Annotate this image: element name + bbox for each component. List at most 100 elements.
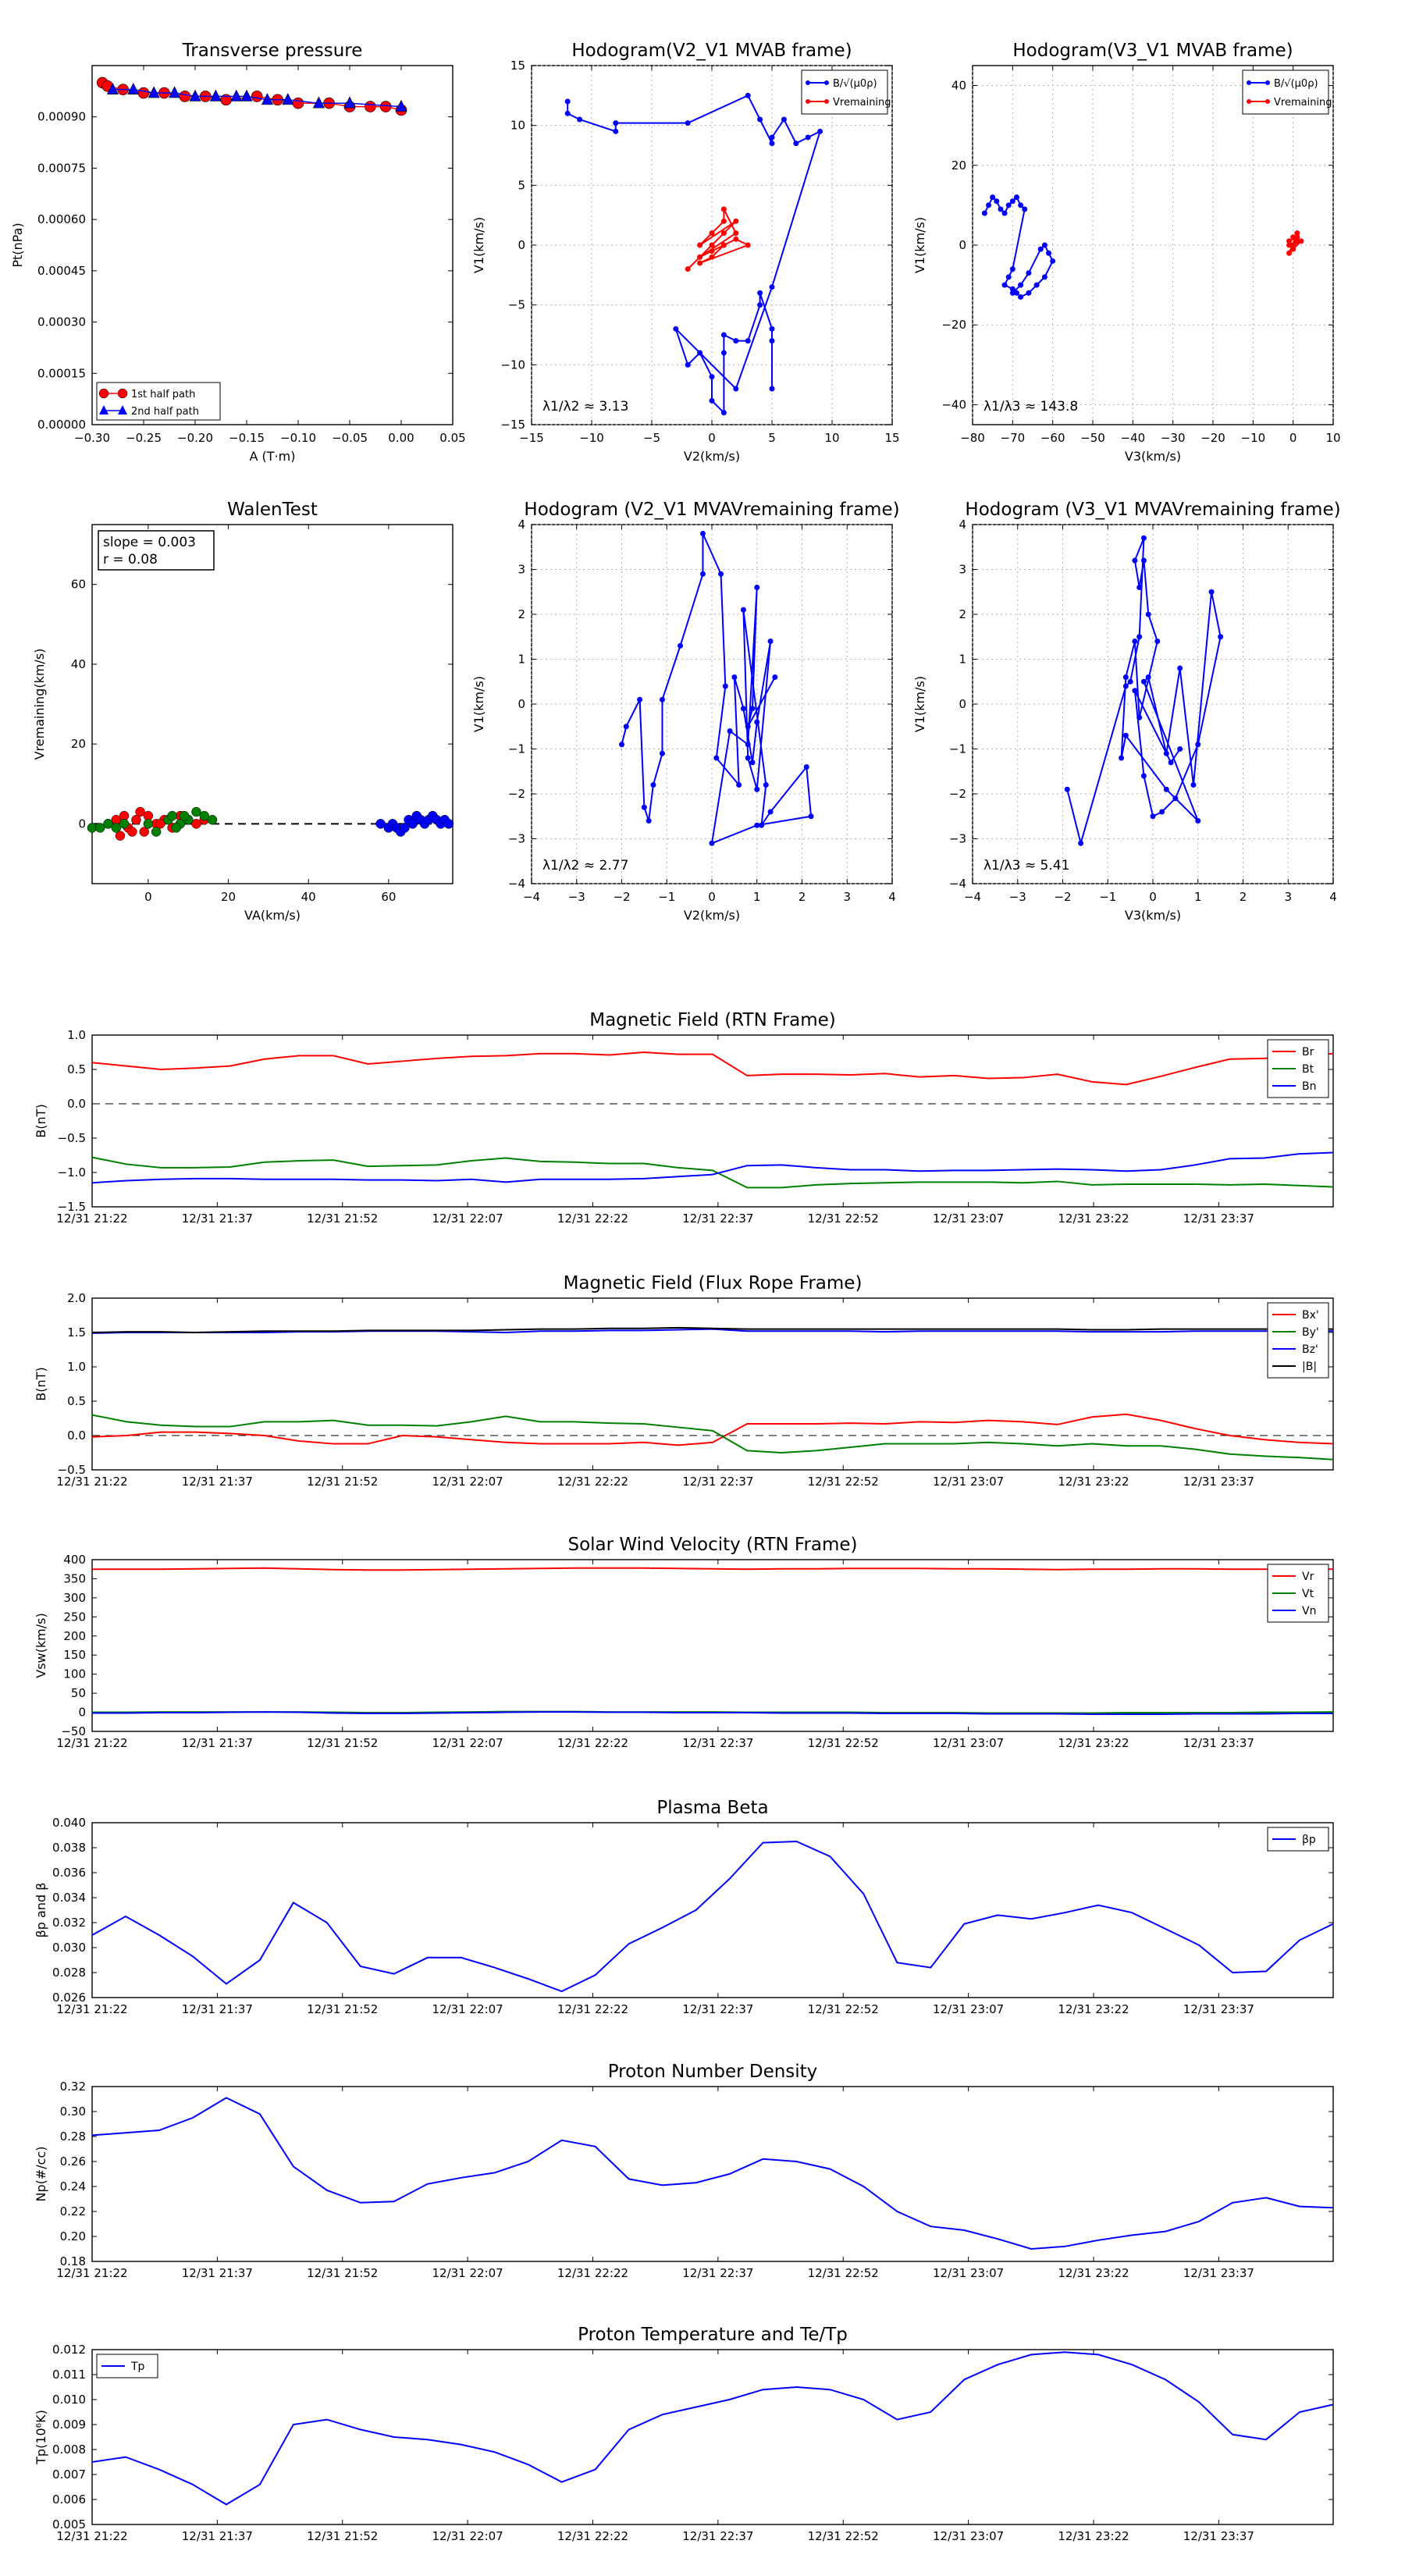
time-tick-label: 12/31 21:22 [56,1736,127,1750]
legend-marker [824,99,829,104]
data-point [769,284,775,290]
data-point [769,326,775,332]
data-point [1208,589,1215,595]
x-axis-label: V2(km/s) [684,908,740,923]
time-tick-label: 12/31 21:37 [182,2529,253,2543]
data-point [240,89,253,101]
chart-title: Hodogram (V2_V1 MVAVremaining frame) [524,500,899,520]
data-point [793,141,799,147]
data-point [623,724,629,730]
eigen-ratio: λ1/λ2 ≈ 2.77 [542,858,628,873]
data-point-blue [443,819,454,829]
data-point [659,750,665,756]
data-point [1037,246,1044,252]
chart-vsw: 12/31 21:22 12/31 21:37 12/31 21:52 12/31 2… [34,1535,1334,1750]
time-tick-label: 12/31 22:07 [432,1736,503,1750]
time-tick-label: 12/31 21:37 [182,2266,253,2280]
data-point [1218,634,1224,640]
time-tick-label: 12/31 22:22 [557,1736,628,1750]
data-point [343,96,356,109]
data-point [1140,535,1147,541]
y-tick-label: 300 [63,1591,86,1605]
data-point [1145,611,1151,617]
legend-label: Vt [1302,1588,1314,1600]
x-tick-label: −0.25 [126,431,162,445]
data-point [577,116,583,123]
y-tick-label: 400 [63,1553,86,1567]
y-tick-label: 2 [959,607,966,621]
y-tick-label: 0.005 [52,2517,86,2532]
x-tick-label: −4 [523,890,540,904]
data-point [106,82,119,94]
y-tick-label: −5 [508,298,525,312]
data-point [1140,773,1147,779]
time-tick-label: 12/31 23:07 [933,2002,1004,2016]
data-point-green [119,819,130,829]
data-point [1033,282,1040,288]
series-line-Vr [92,1567,1334,1571]
y-axis-label: Vremaining(km/s) [32,649,47,760]
data-point [769,141,775,147]
legend-label: Tp [130,2361,145,2373]
data-point-green [179,810,190,821]
y-tick-label: 0.008 [52,2443,86,2457]
y-tick-label: 0.011 [52,2368,86,2382]
series-line-Vremaining [687,208,750,270]
chart-walen: 0 20 40 60 0 20 40 60 WalenTest VA(km/s) Vremainin… [32,500,454,923]
data-point [1290,242,1297,248]
legend-label: Bx' [1302,1309,1319,1322]
data-point [1018,202,1024,208]
time-tick-label: 12/31 22:52 [808,2266,879,2280]
series-line-Np [91,2097,1334,2250]
data-point [678,642,684,649]
x-tick-label: 10 [1325,431,1340,445]
beta-frame [91,1822,1334,1998]
y-tick-label: 0 [518,697,525,711]
data-point [1190,782,1197,788]
y-tick-label: −10 [500,358,525,372]
data-point [1119,755,1125,761]
pt-frame [91,65,454,425]
data-point [1009,286,1016,292]
legend-box [1242,69,1329,115]
data-point [148,86,160,98]
x-tick-label: −1 [1099,890,1116,904]
data-point [808,813,814,820]
data-point [709,242,715,248]
np-frame [91,2086,1334,2262]
data-point [1163,750,1169,756]
legend-marker [99,405,108,415]
x-tick-label: 3 [843,890,851,904]
data-point [720,410,727,416]
data-point [720,332,727,338]
time-tick-label: 12/31 22:37 [682,1212,753,1226]
time-tick-label: 12/31 23:22 [1058,1736,1129,1750]
x-tick-label: 15 [884,431,899,445]
data-point [731,674,738,680]
y-tick-label: 0 [959,697,966,711]
x-tick-label: −1 [658,890,675,904]
chart-title: Hodogram(V3_V1 MVAB frame) [1012,41,1293,61]
time-tick-label: 12/31 21:22 [56,2529,127,2543]
chart-title: Magnetic Field (Flux Rope Frame) [564,1273,863,1293]
y-tick-label: −50 [61,1724,86,1738]
y-tick-label: 2 [518,607,525,621]
legend-label: B/√(μ0ρ) [833,78,877,90]
data-point [1013,194,1019,201]
y-tick-label: 0.007 [52,2467,86,2482]
y-tick-label: 1.0 [67,1028,86,1042]
y-tick-label: 0.30 [60,2105,86,2119]
y-tick-label: 100 [63,1667,86,1681]
x-tick-label: −3 [568,890,585,904]
data-point [745,338,751,344]
data-point [1145,674,1151,680]
data-point [733,338,739,344]
y-tick-label: 150 [63,1648,86,1662]
data-point [986,202,992,208]
x-tick-label: 0.05 [439,431,465,445]
time-tick-label: 12/31 22:52 [808,1212,879,1226]
legend-label: Bz' [1302,1343,1318,1356]
x-tick-label: −10 [1241,431,1266,445]
time-tick-label: 12/31 22:22 [557,2529,628,2543]
x-tick-label: 40 [301,890,316,904]
